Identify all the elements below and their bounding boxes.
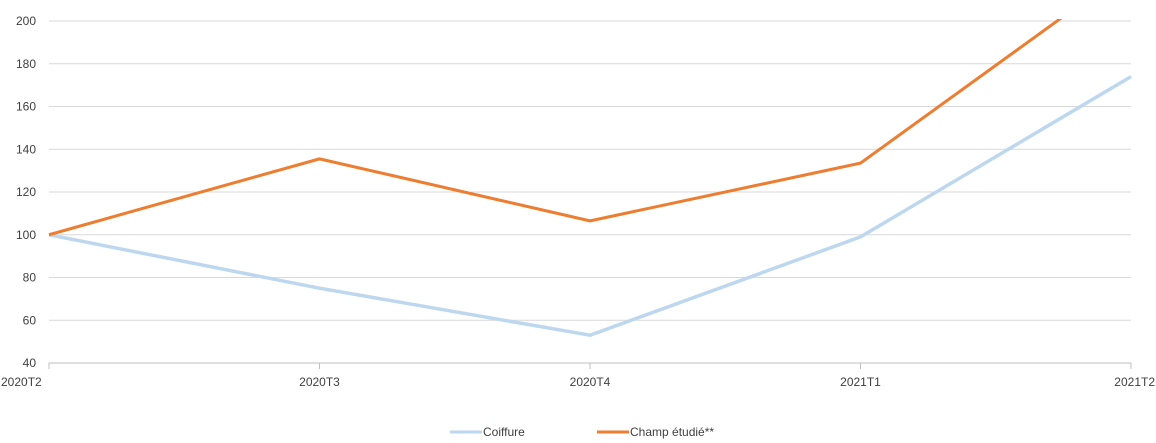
series-line-coiffure <box>48 75 1132 337</box>
series-line-champ-etudie <box>48 19 1063 237</box>
x-axis: 2020T2 2020T3 2020T4 2021T1 2021T2 <box>1 362 1155 389</box>
y-tick-label: 200 <box>16 14 36 28</box>
gridlines <box>49 20 1131 321</box>
x-tick-label: 2021T1 <box>840 375 881 389</box>
y-tick-label: 80 <box>23 271 37 285</box>
x-tick-label: 2021T2 <box>1114 375 1155 389</box>
x-tick-label: 2020T4 <box>570 375 611 389</box>
legend: Coiffure Champ étudié** <box>450 425 714 439</box>
legend-item-champ-etudie: Champ étudié** <box>597 425 714 439</box>
series-lines <box>48 19 1132 337</box>
y-axis-labels: 40 60 80 100 120 140 160 180 200 <box>16 14 36 370</box>
x-tick-label: 2020T2 <box>1 375 42 389</box>
y-tick-label: 140 <box>16 142 36 156</box>
legend-label: Coiffure <box>483 425 525 439</box>
y-tick-label: 60 <box>23 313 37 327</box>
y-tick-label: 120 <box>16 185 36 199</box>
x-tick-label: 2020T3 <box>299 375 340 389</box>
y-tick-label: 160 <box>16 100 36 114</box>
y-tick-label: 100 <box>16 228 36 242</box>
legend-item-coiffure: Coiffure <box>450 425 525 439</box>
y-tick-label: 40 <box>23 356 37 370</box>
legend-label: Champ étudié** <box>630 425 714 439</box>
y-tick-label: 180 <box>16 57 36 71</box>
